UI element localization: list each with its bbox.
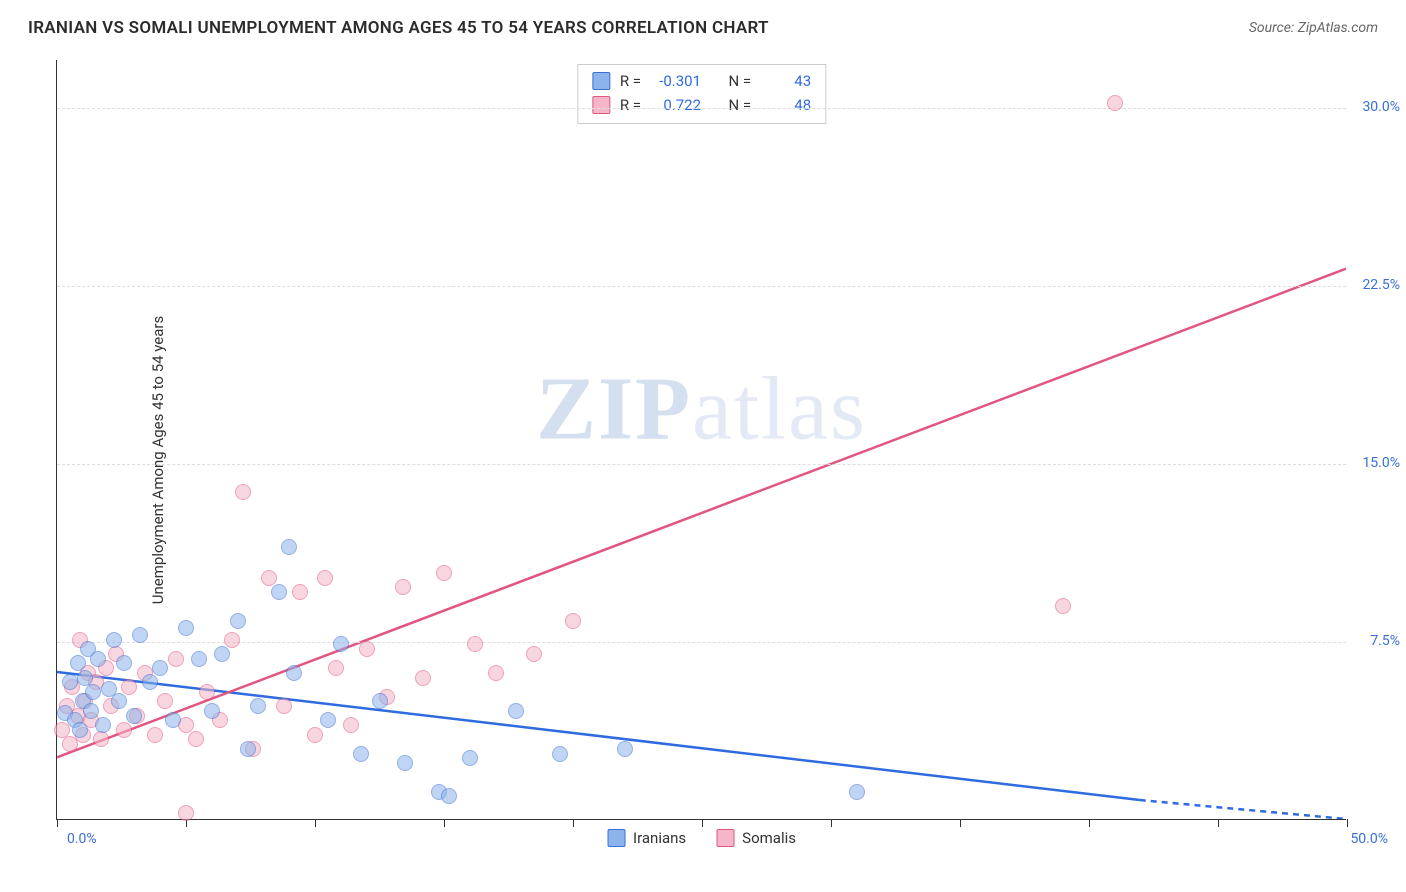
x-tick	[57, 819, 58, 827]
data-point-iranians	[111, 693, 127, 709]
data-point-iranians	[353, 746, 369, 762]
data-point-iranians	[178, 620, 194, 636]
series-legend: Iranians Somalis	[607, 829, 796, 847]
data-point-somalis	[415, 670, 431, 686]
watermark: ZIPatlas	[536, 358, 867, 461]
legend-item-somalis: Somalis	[716, 829, 796, 847]
data-point-iranians	[271, 584, 287, 600]
data-point-somalis	[93, 731, 109, 747]
data-point-somalis	[436, 565, 452, 581]
data-point-iranians	[397, 755, 413, 771]
data-point-iranians	[214, 646, 230, 662]
data-point-iranians	[90, 651, 106, 667]
data-point-somalis	[276, 698, 292, 714]
x-tick	[1347, 819, 1348, 827]
data-point-somalis	[526, 646, 542, 662]
data-point-somalis	[1055, 598, 1071, 614]
x-tick	[444, 819, 445, 827]
data-point-somalis	[224, 632, 240, 648]
data-point-somalis	[565, 613, 581, 629]
data-point-iranians	[286, 665, 302, 681]
data-point-somalis	[199, 684, 215, 700]
data-point-iranians	[142, 674, 158, 690]
data-point-somalis	[292, 584, 308, 600]
data-point-iranians	[62, 674, 78, 690]
x-tick	[702, 819, 703, 827]
data-point-iranians	[240, 741, 256, 757]
data-point-somalis	[116, 722, 132, 738]
data-point-iranians	[204, 703, 220, 719]
data-point-iranians	[849, 784, 865, 800]
x-tick	[1218, 819, 1219, 827]
plot-area: ZIPatlas R = -0.301 N = 43 R = 0.722 N =…	[56, 60, 1346, 820]
x-axis-start-label: 0.0%	[67, 831, 97, 847]
data-point-somalis	[328, 660, 344, 676]
data-point-somalis	[168, 651, 184, 667]
x-tick	[831, 819, 832, 827]
data-point-iranians	[83, 703, 99, 719]
data-point-iranians	[126, 708, 142, 724]
header: IRANIAN VS SOMALI UNEMPLOYMENT AMONG AGE…	[0, 0, 1406, 48]
y-tick-label: 7.5%	[1370, 633, 1400, 649]
x-tick	[573, 819, 574, 827]
chart-title: IRANIAN VS SOMALI UNEMPLOYMENT AMONG AGE…	[28, 18, 769, 38]
data-point-somalis	[157, 693, 173, 709]
data-point-iranians	[441, 788, 457, 804]
source-credit: Source: ZipAtlas.com	[1249, 20, 1378, 36]
chart-container: Unemployment Among Ages 45 to 54 years Z…	[44, 60, 1384, 860]
data-point-somalis	[235, 484, 251, 500]
data-point-somalis	[1107, 95, 1123, 111]
data-point-iranians	[281, 539, 297, 555]
data-point-iranians	[106, 632, 122, 648]
data-point-somalis	[395, 579, 411, 595]
data-point-somalis	[261, 570, 277, 586]
y-tick-label: 22.5%	[1362, 277, 1400, 293]
data-point-somalis	[121, 679, 137, 695]
data-point-somalis	[467, 636, 483, 652]
y-tick-label: 15.0%	[1362, 455, 1400, 471]
swatch-somalis	[592, 96, 610, 114]
x-tick	[315, 819, 316, 827]
data-point-iranians	[165, 712, 181, 728]
data-point-somalis	[317, 570, 333, 586]
data-point-iranians	[95, 717, 111, 733]
data-point-somalis	[178, 805, 194, 821]
swatch-iranians	[592, 72, 610, 90]
data-point-iranians	[320, 712, 336, 728]
y-tick-label: 30.0%	[1362, 99, 1400, 115]
data-point-iranians	[372, 693, 388, 709]
data-point-iranians	[508, 703, 524, 719]
x-tick	[960, 819, 961, 827]
data-point-iranians	[333, 636, 349, 652]
data-point-somalis	[488, 665, 504, 681]
data-point-iranians	[552, 746, 568, 762]
legend-swatch-somalis	[716, 829, 734, 847]
grid-line	[57, 642, 1346, 643]
stats-row-iranians: R = -0.301 N = 43	[592, 69, 811, 93]
grid-line	[57, 286, 1346, 287]
data-point-iranians	[617, 741, 633, 757]
data-point-iranians	[132, 627, 148, 643]
data-point-somalis	[188, 731, 204, 747]
stats-row-somalis: R = 0.722 N = 48	[592, 93, 811, 117]
correlation-stats-box: R = -0.301 N = 43 R = 0.722 N = 48	[577, 64, 826, 124]
data-point-somalis	[147, 727, 163, 743]
x-axis-end-label: 50.0%	[1350, 831, 1388, 847]
data-point-iranians	[250, 698, 266, 714]
x-tick	[1089, 819, 1090, 827]
data-point-iranians	[116, 655, 132, 671]
data-point-iranians	[85, 684, 101, 700]
data-point-somalis	[307, 727, 323, 743]
data-point-iranians	[72, 722, 88, 738]
grid-line	[57, 108, 1346, 109]
legend-item-iranians: Iranians	[607, 829, 686, 847]
data-point-somalis	[359, 641, 375, 657]
grid-line	[57, 464, 1346, 465]
data-point-iranians	[230, 613, 246, 629]
data-point-iranians	[152, 660, 168, 676]
data-point-somalis	[343, 717, 359, 733]
data-point-iranians	[462, 750, 478, 766]
legend-swatch-iranians	[607, 829, 625, 847]
data-point-iranians	[191, 651, 207, 667]
